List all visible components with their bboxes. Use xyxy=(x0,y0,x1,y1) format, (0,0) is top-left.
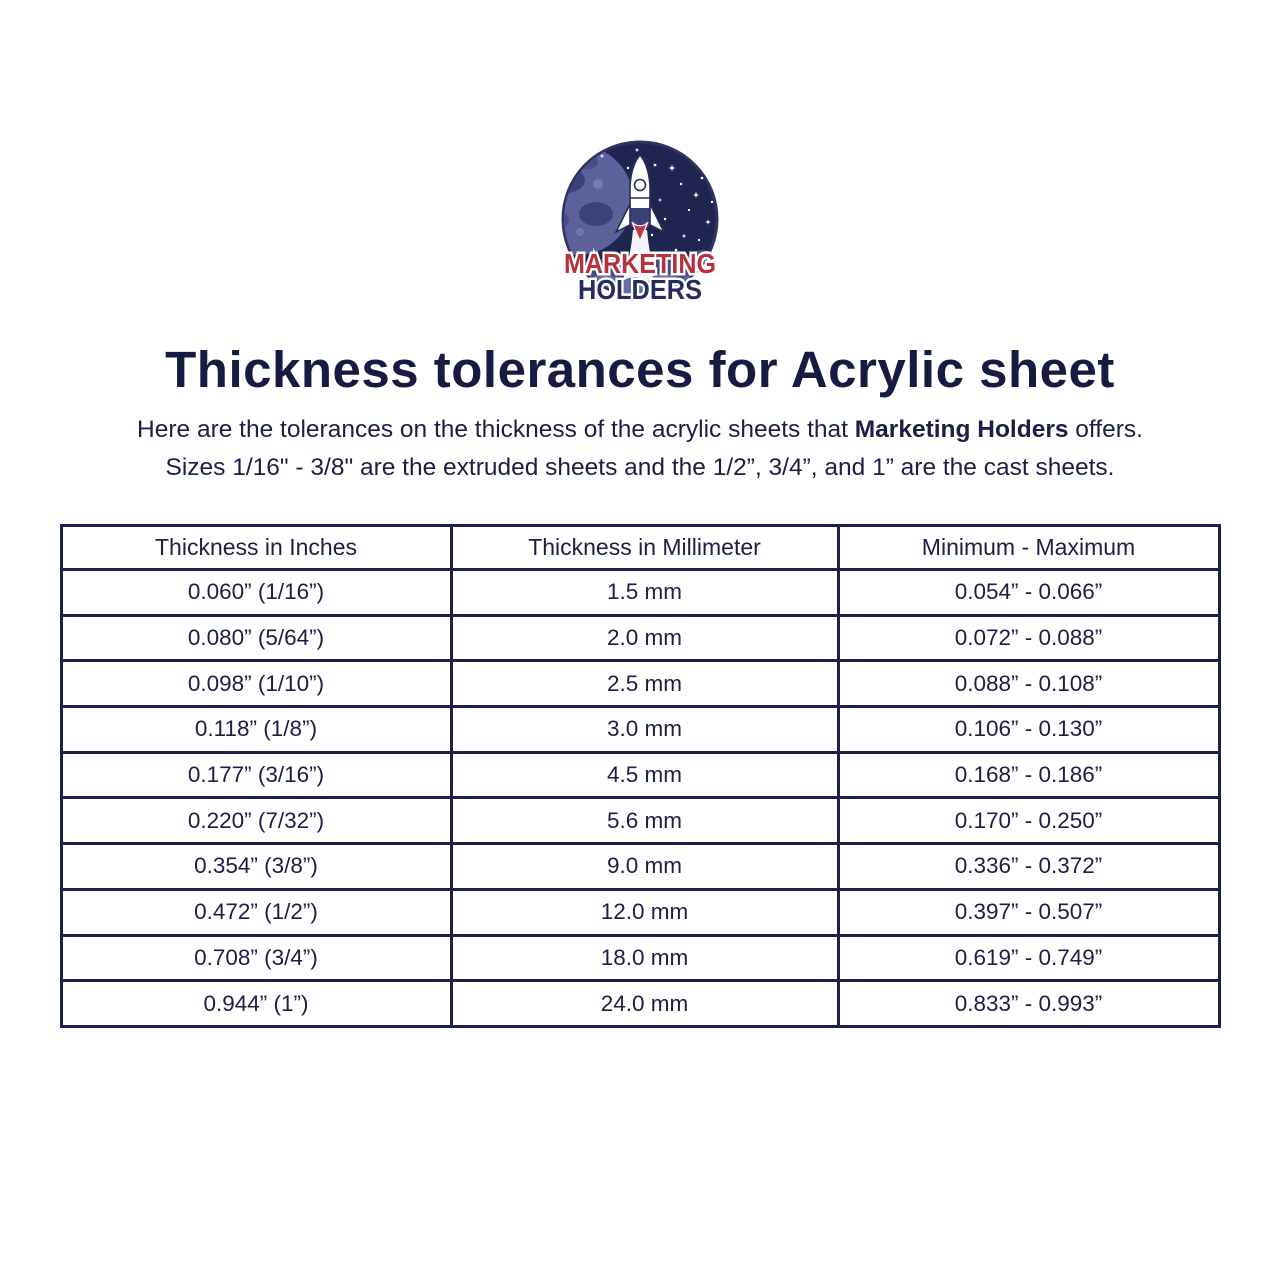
brand-text-marketing: MARKETING xyxy=(564,248,716,279)
marketing-holders-logo: MARKETING HOLDERS xyxy=(561,140,719,308)
cell-mm: 5.6 mm xyxy=(449,796,840,846)
table-row: 0.177” (3/16”) 4.5 mm 0.168” - 0.186” xyxy=(59,750,1221,800)
cell-inches: 0.708” (3/4”) xyxy=(59,933,453,983)
cell-inches: 0.472” (1/2”) xyxy=(59,887,453,937)
cell-mm: 2.0 mm xyxy=(449,613,840,663)
table-row: 0.080” (5/64”) 2.0 mm 0.072” - 0.088” xyxy=(59,613,1221,663)
cell-mm: 2.5 mm xyxy=(449,659,840,709)
intro-line2: Sizes 1/16" - 3/8" are the extruded shee… xyxy=(165,454,1115,481)
cell-minmax: 0.170” - 0.250” xyxy=(836,796,1221,846)
cell-inches: 0.220” (7/32”) xyxy=(59,796,453,846)
cell-mm: 3.0 mm xyxy=(449,705,840,754)
table-row: 0.708” (3/4”) 18.0 mm 0.619” - 0.749” xyxy=(59,933,1221,983)
cell-minmax: 0.397” - 0.507” xyxy=(836,887,1221,937)
cell-inches: 0.177” (3/16”) xyxy=(59,750,453,800)
intro-line1-pre: Here are the tolerances on the thickness… xyxy=(137,416,855,443)
table-row: 0.944” (1”) 24.0 mm 0.833” - 0.993” xyxy=(59,979,1221,1028)
cell-minmax: 0.106” - 0.130” xyxy=(836,705,1221,754)
table-row: 0.118” (1/8”) 3.0 mm 0.106” - 0.130” xyxy=(59,705,1221,754)
table-row: 0.220” (7/32”) 5.6 mm 0.170” - 0.250” xyxy=(59,796,1221,846)
page-title: Thickness tolerances for Acrylic sheet xyxy=(165,341,1115,398)
cell-mm: 12.0 mm xyxy=(449,887,840,937)
tolerance-table: Thickness in Inches Thickness in Millime… xyxy=(59,524,1221,1028)
cell-inches: 0.354” (3/8”) xyxy=(59,842,453,891)
rocket-exhaust-icon xyxy=(619,230,661,292)
cell-inches: 0.098” (1/10”) xyxy=(59,659,453,709)
cell-mm: 18.0 mm xyxy=(449,933,840,983)
rocket-heart-icon xyxy=(631,221,649,243)
header-cell-inches: Thickness in Inches xyxy=(59,524,453,571)
cell-minmax: 0.619” - 0.749” xyxy=(836,933,1221,983)
header-cell-minmax: Minimum - Maximum xyxy=(836,524,1221,571)
rocket-icon xyxy=(614,153,666,243)
cell-mm: 1.5 mm xyxy=(449,568,840,617)
table-row: 0.098” (1/10”) 2.5 mm 0.088” - 0.108” xyxy=(59,659,1221,709)
cell-inches: 0.944” (1”) xyxy=(59,979,453,1028)
brand-text-holders: HOLDERS xyxy=(578,274,702,305)
cell-mm: 4.5 mm xyxy=(449,750,840,800)
header-cell-millimeter: Thickness in Millimeter xyxy=(449,524,840,571)
cell-minmax: 0.072” - 0.088” xyxy=(836,613,1221,663)
table-row: 0.354” (3/8”) 9.0 mm 0.336” - 0.372” xyxy=(59,842,1221,891)
table-row: 0.472” (1/2”) 12.0 mm 0.397” - 0.507” xyxy=(59,887,1221,937)
cell-inches: 0.060” (1/16”) xyxy=(59,568,453,617)
intro-brand-name: Marketing Holders xyxy=(854,416,1069,443)
cell-minmax: 0.054” - 0.066” xyxy=(836,568,1221,617)
table-header-row: Thickness in Inches Thickness in Millime… xyxy=(59,524,1221,571)
cell-minmax: 0.168” - 0.186” xyxy=(836,750,1221,800)
cell-minmax: 0.336” - 0.372” xyxy=(836,842,1221,891)
cell-minmax: 0.833” - 0.993” xyxy=(836,979,1221,1028)
intro-line1-post: offers. xyxy=(1068,416,1143,443)
cell-inches: 0.118” (1/8”) xyxy=(59,705,453,754)
intro-text: Here are the tolerances on the thickness… xyxy=(0,411,1280,487)
intro-line1: Here are the tolerances on the thickness… xyxy=(137,416,1143,443)
table-row: 0.060” (1/16”) 1.5 mm 0.054” - 0.066” xyxy=(59,568,1221,617)
logo-container: MARKETING HOLDERS xyxy=(0,0,1280,318)
cell-mm: 24.0 mm xyxy=(449,979,840,1028)
cell-mm: 9.0 mm xyxy=(449,842,840,891)
cell-minmax: 0.088” - 0.108” xyxy=(836,659,1221,709)
cell-inches: 0.080” (5/64”) xyxy=(59,613,453,663)
